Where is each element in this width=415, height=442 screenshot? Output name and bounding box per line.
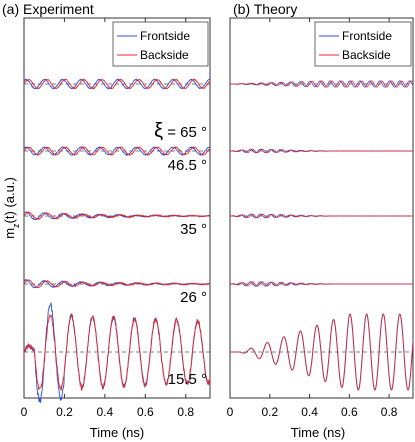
x-tick-label: 0.8 [381,405,398,419]
series-line-backside [230,148,413,154]
legend-label-backside: Backside [140,48,189,62]
angle-label: 46.5 ° [168,157,207,174]
traces-experiment [23,78,211,404]
legend-theory: Frontside Backside [314,21,412,67]
x-axis-label-experiment: Time (ns) [90,425,144,440]
x-tick-label: 0.2 [261,405,278,419]
x-tick-label: 0.6 [341,405,358,419]
legend-label-backside: Backside [342,48,391,62]
x-tick-label: 0.8 [177,405,194,419]
y-axis-label: mz(t) (a.u.) [2,177,21,239]
x-axis-label-theory: Time (ns) [291,425,345,440]
panel-theory: (b) Theory Time (ns) 0 0.2 0.4 0.6 0.8 Front… [227,1,414,440]
series-line-backside [230,313,414,391]
series-line-frontside [230,80,414,88]
x-tick-label: 0.6 [137,405,154,419]
series-line-backside [23,312,211,391]
legend-experiment: Frontside Backside [112,21,209,67]
legend-label-frontside: Frontside [342,29,392,43]
x-tick-label: 0 [227,405,234,419]
angle-label: 15.5 ° [168,371,207,388]
angle-label: 35 ° [180,221,207,238]
traces-theory [230,80,414,391]
series-line-backside [230,281,413,287]
angle-label: 26 ° [180,289,207,306]
legend-box [112,21,209,67]
plot-frame-theory [229,17,414,399]
series-line-backside [23,279,211,289]
series-line-backside [230,80,414,88]
series-line-backside [230,213,413,219]
x-tick-label: 0 [21,405,28,419]
angle-labels: ξ = 65 ° 46.5 ° 35 ° 26 ° 15.5 ° [154,120,207,388]
x-tick-label: 0.4 [301,405,318,419]
legend-label-frontside: Frontside [140,29,190,43]
legend-box [314,21,412,67]
series-line-backside [23,146,211,156]
angle-label: ξ = 65 ° [154,120,207,142]
x-tick-label: 0.2 [56,405,73,419]
x-tick-label: 0.4 [97,405,114,419]
x-ticks-theory: 0 0.2 0.4 0.6 0.8 [227,18,398,419]
series-line-backside [23,211,211,221]
series-line-backside [23,78,211,90]
plot-frame-experiment [23,17,211,399]
panel-title-experiment: (a) Experiment [2,1,94,17]
panel-title-theory: (b) Theory [233,1,297,17]
x-ticks-experiment: 0 0.2 0.4 0.6 0.8 [21,18,194,419]
